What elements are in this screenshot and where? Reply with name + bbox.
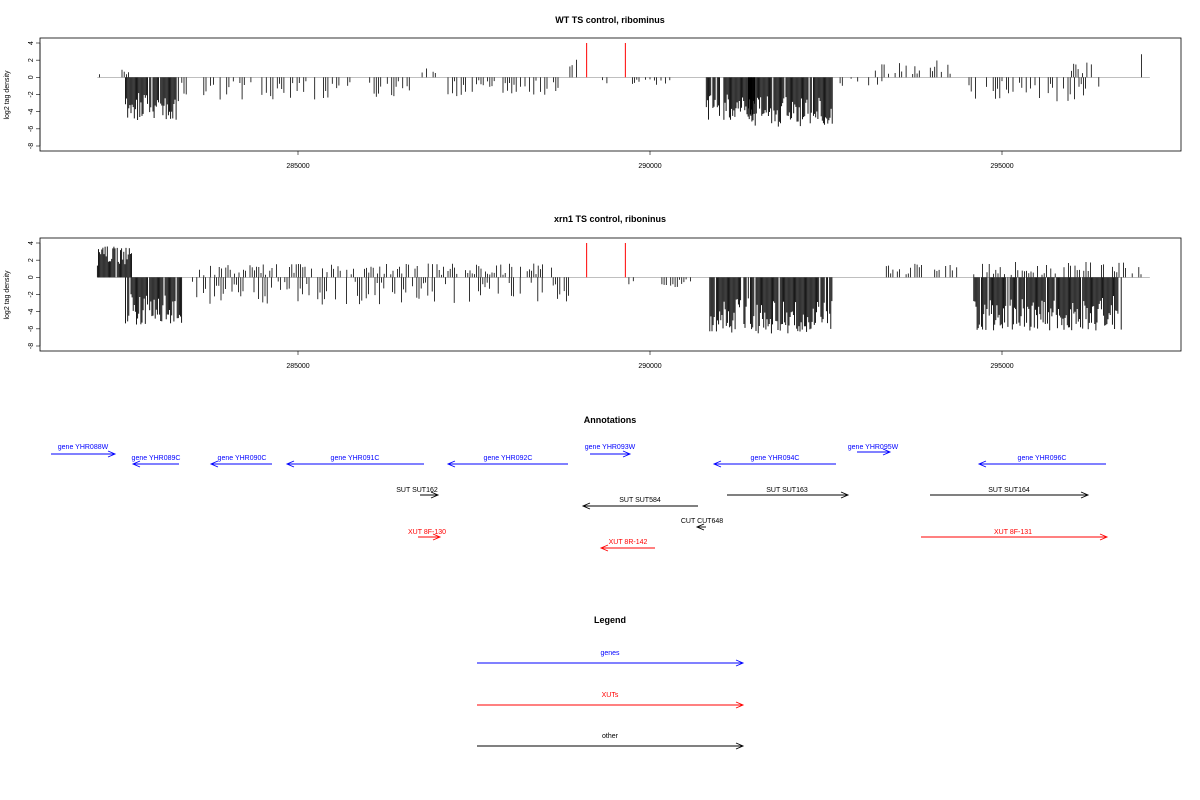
xrn1-coverage-bars	[96, 246, 1142, 334]
feature-label: SUT SUT163	[766, 487, 808, 494]
xrn1-ytick-label: -8	[28, 343, 35, 349]
xrn1-xtick-label: 285000	[286, 363, 309, 370]
feature-label: gene YHR093W	[585, 444, 636, 451]
xrn1-red-markers	[586, 243, 626, 278]
wt-y-axis: 4 2 0 -2 -4 -6 -8	[28, 41, 41, 149]
feature-arrow-head	[131, 460, 141, 468]
legend-item-genes: genes	[477, 650, 745, 667]
feature-label: gene YHR090C	[218, 455, 267, 462]
legend-label: genes	[600, 650, 620, 657]
feature-arrow-head	[622, 450, 632, 458]
wt-ytick-label: -8	[28, 143, 35, 149]
wt-xtick-label: 295000	[990, 163, 1013, 170]
feature-xut-8f-131: XUT 8F-131	[921, 529, 1109, 541]
legend-arrow-head	[735, 659, 745, 667]
feature-arrow-head	[209, 460, 219, 468]
feature-label: XUT 8F-130	[408, 529, 446, 536]
feature-arrow-head	[430, 491, 440, 499]
feature-label: gene YHR092C	[484, 455, 533, 462]
feature-xut-8f-130: XUT 8F-130	[408, 529, 446, 541]
legend-title: Legend	[594, 615, 626, 625]
legend-item-other: other	[477, 733, 745, 750]
feature-sut-sut163: SUT SUT163	[727, 487, 850, 499]
feature-label: gene YHR094C	[751, 455, 800, 462]
feature-gene-yhr093w: gene YHR093W	[585, 444, 636, 458]
wt-ytick-label: -2	[28, 91, 35, 97]
xrn1-xtick-label: 295000	[990, 363, 1013, 370]
feature-arrow-head	[285, 460, 295, 468]
feature-arrow-head	[107, 450, 117, 458]
xrn1-ytick-label: 4	[28, 241, 35, 245]
feature-arrow-head	[581, 502, 591, 510]
feature-gene-yhr091c: gene YHR091C	[285, 455, 424, 468]
feature-arrow-head	[446, 460, 456, 468]
wt-coverage-bars	[99, 54, 1142, 127]
feature-sut-sut164: SUT SUT164	[930, 487, 1090, 499]
wt-coverage-panel: WT TS control, ribominus log2 tag densit…	[4, 15, 1182, 170]
feature-arrow-head	[712, 460, 722, 468]
feature-gene-yhr096c: gene YHR096C	[977, 455, 1106, 468]
feature-gene-yhr092c: gene YHR092C	[446, 455, 568, 468]
feature-arrow-head	[977, 460, 987, 468]
feature-arrow-head	[1080, 491, 1090, 499]
wt-ytick-label: 4	[28, 41, 35, 45]
xrn1-ytick-label: 0	[28, 275, 35, 279]
feature-sut-sut584: SUT SUT584	[581, 497, 698, 510]
xrn1-ytick-label: -2	[28, 291, 35, 297]
wt-xtick-label: 290000	[638, 163, 661, 170]
xrn1-x-axis: 285000 290000 295000	[286, 351, 1014, 370]
wt-x-axis: 285000 290000 295000	[286, 151, 1014, 170]
feature-gene-yhr088w: gene YHR088W	[51, 444, 117, 458]
feature-gene-yhr090c: gene YHR090C	[209, 455, 272, 468]
wt-ytick-label: 0	[28, 75, 35, 79]
feature-label: XUT 8R-142	[609, 539, 648, 546]
feature-arrow-head	[840, 491, 850, 499]
xrn1-ytick-label: -6	[28, 326, 35, 332]
legend: genes XUTs other	[477, 650, 745, 750]
xrn1-coverage-panel: xrn1 TS control, riboninus log2 tag dens…	[4, 214, 1182, 370]
feature-arrow-head	[1099, 533, 1109, 541]
feature-label: CUT CUT648	[681, 518, 723, 525]
feature-label: gene YHR096C	[1018, 455, 1067, 462]
feature-label: SUT SUT164	[988, 487, 1030, 494]
xrn1-ytick-label: -4	[28, 308, 35, 314]
feature-arrow-head	[599, 544, 609, 552]
feature-label: gene YHR091C	[331, 455, 380, 462]
feature-label: gene YHR089C	[132, 455, 181, 462]
feature-gene-yhr095w: gene YHR095W	[848, 444, 899, 456]
xrn1-y-axis: 4 2 0 -2 -4 -6 -8	[28, 241, 41, 349]
feature-label: SUT SUT162	[396, 487, 438, 494]
feature-label: gene YHR088W	[58, 444, 109, 451]
feature-label: gene YHR095W	[848, 444, 899, 451]
legend-label: other	[602, 733, 619, 740]
feature-arrow-head	[882, 448, 892, 456]
feature-cut-cut648: CUT CUT648	[681, 518, 723, 531]
feature-arrow-head	[695, 523, 705, 531]
wt-y-axis-label: log2 tag density	[4, 70, 11, 120]
wt-red-markers	[586, 43, 626, 78]
feature-label: SUT SUT584	[619, 497, 661, 504]
xrn1-ytick-label: 2	[28, 258, 35, 262]
wt-ytick-label: -4	[28, 108, 35, 114]
legend-label: XUTs	[602, 692, 619, 699]
feature-label: XUT 8F-131	[994, 529, 1032, 536]
wt-ytick-label: 2	[28, 58, 35, 62]
feature-arrow-head	[432, 533, 442, 541]
feature-sut-sut162: SUT SUT162	[396, 487, 440, 499]
legend-item-xuts: XUTs	[477, 692, 745, 709]
wt-xtick-label: 285000	[286, 163, 309, 170]
wt-panel-title: WT TS control, ribominus	[555, 15, 665, 25]
feature-gene-yhr089c: gene YHR089C	[131, 455, 181, 468]
annotations-title: Annotations	[584, 415, 637, 425]
annotation-tracks: gene YHR088W gene YHR089C gene YHR090C gene…	[51, 444, 1109, 552]
legend-arrow-head	[735, 701, 745, 709]
feature-gene-yhr094c: gene YHR094C	[712, 455, 836, 468]
xrn1-y-axis-label: log2 tag density	[4, 270, 11, 320]
wt-ytick-label: -6	[28, 126, 35, 132]
legend-arrow-head	[735, 742, 745, 750]
feature-xut-8r-142: XUT 8R-142	[599, 539, 655, 552]
xrn1-panel-title: xrn1 TS control, riboninus	[554, 214, 666, 224]
xrn1-xtick-label: 290000	[638, 363, 661, 370]
